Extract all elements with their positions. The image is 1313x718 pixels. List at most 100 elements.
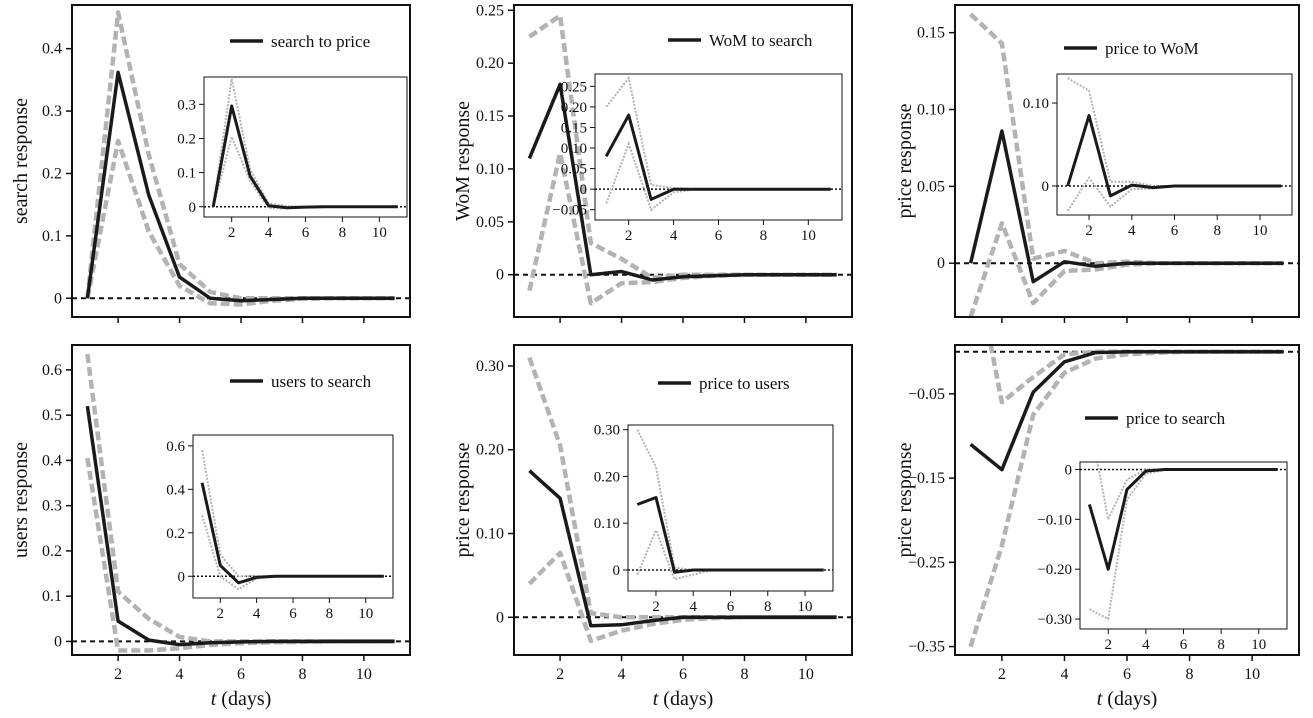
y-tick-label: 0.20: [476, 442, 504, 459]
y-tick-label: 0.05: [917, 178, 945, 195]
x-tick-label: 6: [679, 666, 687, 683]
y-tick-label: 0.10: [917, 102, 945, 119]
inset-x-tick-label: 6: [1171, 223, 1179, 239]
y-tick-label: 0.4: [42, 452, 62, 469]
inset-y-tick-label: 0.20: [561, 100, 587, 116]
y-tick-label: 0.5: [42, 407, 62, 424]
inset-x-tick-label: 8: [326, 606, 334, 622]
inset-plot: 0 0.1 0.2 0.3 2 4 6 8 10: [177, 76, 408, 241]
inset-x-tick-label: 2: [1104, 637, 1112, 653]
inset-x-tick-label: 6: [727, 599, 735, 615]
inset-x-tick-label: 6: [289, 606, 297, 622]
inset-y-tick-label: 0.2: [166, 526, 185, 542]
inset-x-tick-label: 8: [339, 225, 347, 241]
legend-label: price to users: [699, 374, 790, 393]
inset-y-tick-label: 0.3: [177, 97, 196, 113]
x-axis-label: t (days): [211, 688, 272, 710]
inset-y-tick-label: 0.2: [177, 131, 196, 147]
inset-y-tick-label: 0: [178, 569, 186, 585]
inset-x-tick-label: 2: [652, 599, 660, 615]
inset-x-tick-label: 6: [715, 228, 723, 244]
inset-x-tick-label: 2: [228, 225, 236, 241]
y-axis-label: search response: [10, 98, 32, 224]
inset-x-tick-label: 8: [1213, 223, 1221, 239]
y-tick-label: 0.10: [476, 161, 504, 178]
inset-area: [628, 429, 833, 581]
inset-y-tick-label: 0.30: [594, 423, 620, 439]
inset-y-tick-label: 0: [613, 563, 621, 579]
x-tick-label: 10: [356, 666, 372, 683]
x-tick-label: 2: [114, 666, 122, 683]
inset-background: [193, 435, 393, 598]
y-tick-label: 0.3: [42, 103, 62, 120]
inset-plot: −0.05 0 0.05 0.10 0.15 0.20 0.25 2 4 6 8 10: [552, 73, 843, 244]
x-tick-label: 4: [618, 666, 626, 683]
x-tick-label: 8: [740, 666, 748, 683]
inset-y-tick-label: 0.4: [166, 482, 185, 498]
y-axis-label: users response: [10, 442, 32, 558]
inset-plot: 0 0.10 2 4 6 8 10: [1023, 73, 1293, 239]
x-axis-label: t (days): [653, 688, 714, 710]
inset-x-tick-label: 10: [358, 606, 373, 622]
y-tick-label: −0.15: [908, 470, 945, 487]
inset-lower-band-line: [1088, 468, 1278, 621]
x-tick-label: 2: [998, 666, 1006, 683]
lower-band-line: [968, 220, 1284, 317]
y-tick-label: 0: [496, 609, 504, 626]
lower-band-line: [527, 550, 837, 644]
inset-x-tick-label: 2: [217, 606, 225, 622]
y-axis-label: price response: [452, 442, 474, 557]
inset-x-tick-label: 10: [798, 599, 813, 615]
inset-x-tick-label: 4: [1128, 223, 1136, 239]
inset-y-tick-label: −0.30: [1037, 612, 1072, 628]
inset-plot: −0.30 −0.20 −0.10 0 2 4 6 8 10: [1037, 461, 1288, 653]
inset-y-tick-label: 0.15: [561, 120, 587, 136]
panel-2: 0 0.05 0.10 0.15 0.20 0.25 WoM response WoM to …: [452, 2, 853, 323]
panel-4: 0 0.1 0.2 0.3 0.4 0.5 0.6 2 4 6 8 10 users response t…: [10, 344, 411, 710]
inset-x-tick-label: 2: [625, 228, 633, 244]
y-tick-label: 0: [496, 267, 504, 284]
x-axis-label: t (days): [1097, 688, 1158, 710]
inset-x-tick-label: 10: [372, 225, 387, 241]
inset-x-tick-label: 6: [302, 225, 310, 241]
inset-y-tick-label: 0.20: [594, 469, 620, 485]
inset-y-tick-label: 0: [580, 182, 588, 198]
inset-background: [595, 74, 842, 220]
inset-response-line: [1087, 468, 1278, 571]
legend-label: price to WoM: [1105, 39, 1199, 58]
y-tick-label: −0.25: [908, 554, 945, 571]
x-axis-unit: (days): [1102, 688, 1157, 710]
inset-y-tick-label: −0.10: [1037, 512, 1072, 528]
inset-y-tick-label: −0.20: [1037, 562, 1072, 578]
inset-response-line: [604, 113, 831, 201]
x-tick-label: 10: [1244, 666, 1260, 683]
y-tick-label: 0.2: [42, 543, 62, 560]
x-axis-unit: (days): [216, 688, 271, 710]
inset-x-tick-label: 8: [764, 599, 772, 615]
y-tick-label: 0.1: [42, 588, 62, 605]
inset-y-tick-label: 0.6: [166, 439, 185, 455]
inset-plot: 0 0.2 0.4 0.6 2 4 6 8 10: [166, 434, 394, 622]
inset-x-tick-label: 4: [689, 599, 697, 615]
plot-area: [72, 353, 410, 653]
inset-y-tick-label: 0.10: [561, 141, 587, 157]
y-tick-label: 0.30: [476, 358, 504, 375]
inset-area: [193, 450, 393, 591]
response-line: [968, 129, 1284, 284]
response-line: [85, 405, 395, 647]
inset-y-tick-label: 0: [1042, 179, 1050, 195]
inset-y-tick-label: 0.05: [561, 162, 587, 178]
plot-area: [72, 10, 410, 307]
y-axis-label: price response: [894, 442, 916, 557]
y-tick-label: 0: [54, 290, 62, 307]
inset-area: [1057, 77, 1292, 212]
panel-1: 0 0.1 0.2 0.3 0.4 search response search to pr…: [10, 4, 411, 323]
x-tick-label: 4: [1060, 666, 1068, 683]
y-tick-label: −0.05: [908, 386, 945, 403]
plot-area: [955, 345, 1299, 648]
x-tick-label: 6: [1123, 666, 1131, 683]
x-tick-label: 10: [798, 666, 814, 683]
y-tick-label: 0.15: [917, 25, 945, 42]
